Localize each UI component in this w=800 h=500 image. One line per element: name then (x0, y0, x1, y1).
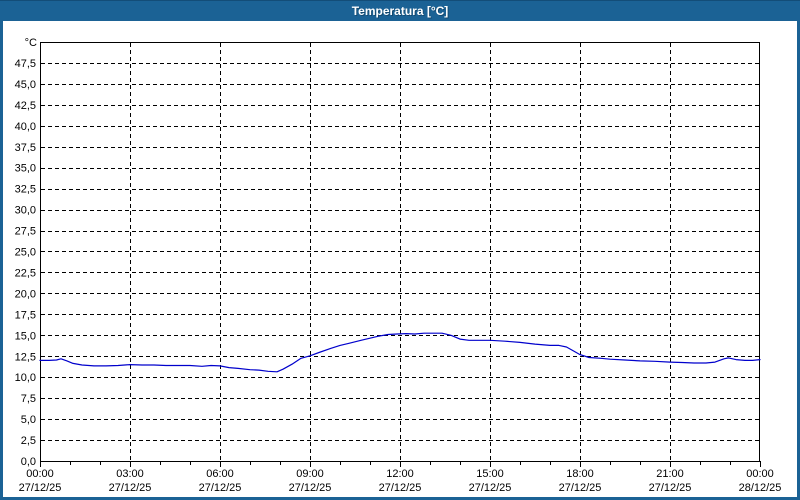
y-tick-label: 15,0 (15, 330, 36, 342)
y-axis-unit-label: °C (25, 37, 37, 49)
title-bar: Temperatura [°C] (0, 0, 800, 21)
x-tick-time-label: 00:00 (26, 468, 54, 480)
y-tick-label: 27,5 (15, 226, 36, 238)
chart-container: 0,0 2,5 5,0 7,5 10,0 12,5 15,0 17,5 20,0 22,5 25,0… (3, 21, 797, 497)
temperature-series-line (39, 332, 761, 373)
y-tick-label: 17,5 (15, 309, 36, 321)
x-tick-date-label: 27/12/25 (199, 482, 242, 494)
y-tick-label: 37,5 (15, 142, 36, 154)
x-tick-date-label: 27/12/25 (109, 482, 152, 494)
y-tick-label: 7,5 (21, 393, 36, 405)
y-tick-label: 0,0 (21, 456, 36, 468)
x-tick-date-label: 28/12/25 (739, 482, 782, 494)
y-tick-label: 25,0 (15, 247, 36, 259)
x-tick-date-label: 27/12/25 (649, 482, 692, 494)
y-tick-label: 47,5 (15, 58, 36, 70)
x-tick-time-label: 18:00 (566, 468, 594, 480)
y-tick-label: 22,5 (15, 267, 36, 279)
y-tick-label: 30,0 (15, 205, 36, 217)
y-tick-label: 45,0 (15, 79, 36, 91)
x-tick-date-label: 27/12/25 (19, 482, 62, 494)
x-tick-date-label: 27/12/25 (289, 482, 332, 494)
x-tick-time-label: 09:00 (296, 468, 324, 480)
y-tick-label: 42,5 (15, 100, 36, 112)
x-tick-date-label: 27/12/25 (559, 482, 602, 494)
y-tick-label: 35,0 (15, 163, 36, 175)
window-border-bottom (0, 497, 800, 500)
window-title: Temperatura [°C] (351, 3, 449, 18)
x-tick-time-label: 06:00 (206, 468, 234, 480)
x-tick-time-label: 03:00 (116, 468, 144, 480)
y-tick-label: 32,5 (15, 184, 36, 196)
x-tick-date-label: 27/12/25 (379, 482, 422, 494)
window-border-left (0, 0, 3, 500)
y-tick-label: 2,5 (21, 435, 36, 447)
x-tick-date-label: 27/12/25 (469, 482, 512, 494)
temperature-chart: 0,0 2,5 5,0 7,5 10,0 12,5 15,0 17,5 20,0 22,5 25,0… (15, 37, 782, 494)
y-tick-label: 20,0 (15, 288, 36, 300)
x-tick-time-label: 21:00 (656, 468, 684, 480)
y-tick-label: 40,0 (15, 121, 36, 133)
y-tick-label: 5,0 (21, 414, 36, 426)
y-tick-label: 10,0 (15, 372, 36, 384)
window-border-right (797, 0, 800, 500)
x-tick-time-label: 12:00 (386, 468, 414, 480)
y-tick-label: 12,5 (15, 351, 36, 363)
x-tick-time-label: 00:00 (746, 468, 774, 480)
x-tick-time-label: 15:00 (476, 468, 504, 480)
